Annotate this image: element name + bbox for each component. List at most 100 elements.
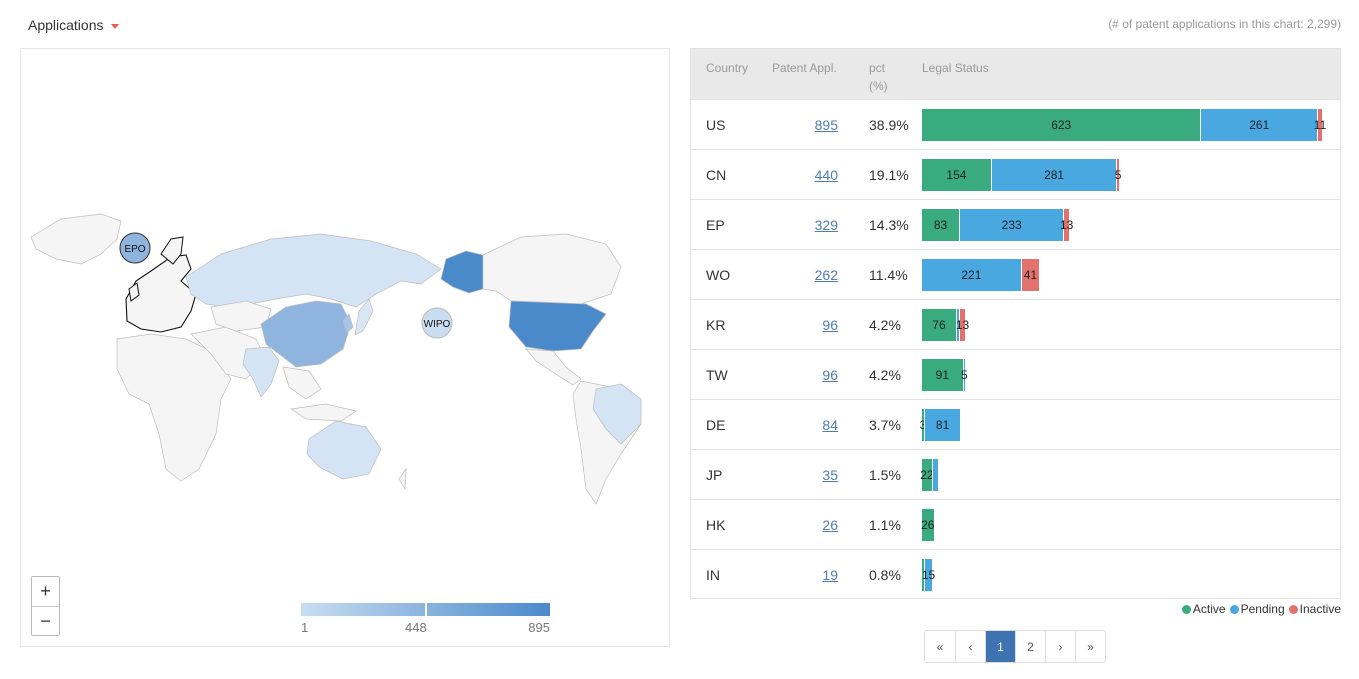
status-segment-inactive[interactable]: 11 — [1314, 109, 1326, 141]
status-segment-inactive[interactable]: 5 — [1115, 159, 1121, 191]
row-patent-count-link[interactable]: 329 — [814, 217, 838, 233]
region-new-zealand — [398, 467, 407, 491]
first-page-button[interactable]: « — [936, 639, 944, 654]
status-segment-active[interactable]: 26 — [921, 509, 934, 541]
table-row: EP 329 14.3% 83 233 13 — [691, 199, 1340, 249]
status-segment-inactive[interactable]: 41 — [1020, 259, 1040, 291]
row-patent-count-link[interactable]: 19 — [822, 567, 838, 583]
table-row: WO 262 11.4% 221 41 — [691, 249, 1340, 299]
row-pct: 19.1% — [869, 167, 909, 183]
legal-status-legend: Active Pending Inactive — [1181, 602, 1341, 616]
wipo-marker-label: WIPO — [424, 319, 451, 330]
region-scandinavia — [160, 236, 184, 265]
map-legend-gradient — [301, 603, 550, 616]
row-country: HK — [706, 517, 726, 533]
status-segment-pending[interactable] — [955, 309, 960, 341]
row-pct: 0.8% — [869, 567, 901, 583]
pagination: « ‹ 1 2 › » — [924, 630, 1106, 663]
world-map-panel: EPO WIPO + − 1 448 895 — [20, 48, 670, 647]
status-segment-active[interactable] — [922, 559, 924, 591]
region-mexico — [525, 348, 582, 386]
table-body: US 895 38.9% 623 261 11 CN 440 19.1% 154 281 5 EP 329… — [691, 99, 1340, 599]
inactive-dot-icon — [1288, 604, 1298, 614]
active-dot-icon — [1181, 604, 1191, 614]
row-patent-count-link[interactable]: 440 — [814, 167, 838, 183]
row-patent-count-link[interactable]: 96 — [822, 317, 838, 333]
table-row: DE 84 3.7% 3 81 — [691, 399, 1340, 449]
status-segment-active[interactable]: 83 — [922, 209, 960, 241]
row-pct: 1.5% — [869, 467, 901, 483]
region-china — [260, 300, 352, 368]
row-country: WO — [706, 267, 731, 283]
row-pct: 38.9% — [869, 117, 909, 133]
status-segment-pending[interactable] — [931, 459, 938, 491]
status-segment-active[interactable]: 76 — [922, 309, 956, 341]
dropdown-label: Applications — [28, 17, 104, 33]
row-patent-count-link[interactable]: 84 — [822, 417, 838, 433]
region-korea — [342, 313, 354, 334]
region-australia — [306, 420, 382, 480]
country-table: Country Patent Appl. pct (%) Legal Status… — [690, 48, 1341, 599]
status-segment-pending[interactable]: 81 — [924, 409, 961, 441]
region-japan — [354, 298, 374, 336]
zoom-in-button[interactable]: + — [40, 581, 51, 601]
region-russia — [185, 233, 442, 308]
row-pct: 4.2% — [869, 317, 901, 333]
status-segment-pending[interactable]: 261 — [1200, 109, 1318, 141]
legend-inactive[interactable]: Inactive — [1288, 602, 1341, 616]
legend-pending[interactable]: Pending — [1229, 602, 1285, 616]
legend-active[interactable]: Active — [1181, 602, 1226, 616]
prev-page-button[interactable]: ‹ — [955, 631, 985, 662]
row-pct: 3.7% — [869, 417, 901, 433]
header-legal-status[interactable]: Legal Status — [922, 61, 989, 75]
total-applications-note: (# of patent applications in this chart:… — [1108, 17, 1341, 31]
region-canada — [482, 233, 622, 305]
status-segment-pending[interactable]: 233 — [959, 209, 1064, 241]
table-row: IN 19 0.8% 15 — [691, 549, 1340, 599]
last-page-button[interactable]: » — [1075, 631, 1105, 662]
table-row: US 895 38.9% 623 261 11 — [691, 99, 1340, 149]
status-segment-active[interactable]: 3 — [920, 409, 926, 441]
row-patent-count-link[interactable]: 895 — [814, 117, 838, 133]
status-segment-inactive[interactable]: 13 — [1060, 209, 1073, 241]
row-pct: 14.3% — [869, 217, 909, 233]
table-row: KR 96 4.2% 76 13 — [691, 299, 1340, 349]
status-segment-active[interactable]: 22 — [920, 459, 934, 491]
table-row: JP 35 1.5% 22 — [691, 449, 1340, 499]
status-segment-active[interactable]: 154 — [922, 159, 991, 191]
row-patent-count-link[interactable]: 35 — [822, 467, 838, 483]
page-1-button[interactable]: 1 — [985, 631, 1015, 662]
row-country: EP — [706, 217, 725, 233]
page-2-button[interactable]: 2 — [1015, 631, 1045, 662]
region-india — [242, 346, 280, 398]
status-segment-pending[interactable]: 221 — [922, 259, 1021, 291]
region-africa — [116, 333, 232, 482]
header-patent-appl[interactable]: Patent Appl. — [772, 61, 837, 75]
legend-max: 895 — [528, 620, 550, 635]
caret-down-icon — [110, 23, 119, 29]
row-pct: 11.4% — [869, 267, 908, 283]
header-pct[interactable]: pct (%) — [869, 61, 888, 93]
row-patent-count-link[interactable]: 26 — [822, 517, 838, 533]
row-pct: 1.1% — [869, 517, 901, 533]
row-country: KR — [706, 317, 726, 333]
legend-mid: 448 — [405, 620, 427, 635]
row-pct: 4.2% — [869, 367, 901, 383]
row-patent-count-link[interactable]: 96 — [822, 367, 838, 383]
status-segment-active[interactable]: 91 — [922, 359, 963, 391]
status-segment-pending[interactable]: 5 — [961, 359, 968, 391]
status-segment-active[interactable]: 623 — [922, 109, 1201, 141]
next-page-button[interactable]: › — [1045, 631, 1075, 662]
applications-dropdown[interactable]: Applications — [28, 17, 119, 33]
status-segment-pending[interactable]: 281 — [990, 159, 1117, 191]
status-segment-inactive[interactable]: 13 — [956, 309, 969, 341]
row-country: CN — [706, 167, 727, 183]
region-brazil — [592, 383, 642, 445]
row-patent-count-link[interactable]: 262 — [814, 267, 838, 283]
status-segment-pending[interactable]: 15 — [922, 559, 935, 591]
zoom-out-button[interactable]: − — [32, 606, 59, 635]
world-map[interactable]: EPO WIPO — [21, 49, 670, 647]
region-usa — [508, 300, 607, 352]
row-country: IN — [706, 567, 720, 583]
header-country[interactable]: Country — [706, 61, 749, 75]
